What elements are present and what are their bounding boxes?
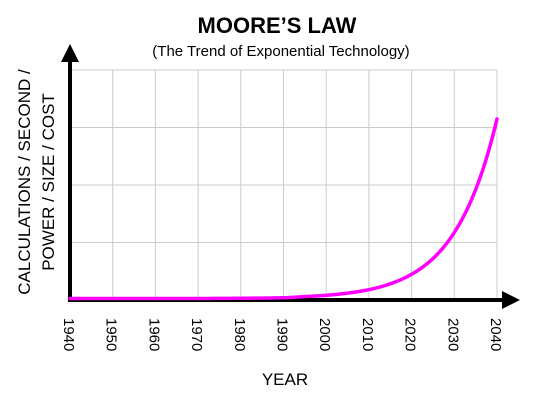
x-tick-label: 1970 (188, 318, 205, 351)
x-tick-label: 2010 (359, 318, 376, 351)
y-axis-label-line-2: POWER / SIZE / COST (39, 93, 58, 271)
series-layer (68, 117, 499, 301)
x-tick-label: 1940 (60, 318, 77, 351)
x-axis-label: YEAR (262, 370, 308, 389)
x-tick-label: 2040 (487, 318, 504, 351)
axes (61, 44, 520, 309)
x-tick-label: 1950 (103, 318, 120, 351)
x-tick-label: 1990 (274, 318, 291, 351)
chart-title: MOORE’S LAW (198, 13, 357, 38)
x-tick-label: 2020 (402, 318, 419, 351)
x-tick-label: 2000 (316, 318, 333, 351)
chart-subtitle: (The Trend of Exponential Technology) (152, 43, 409, 60)
y-axis-arrow (61, 44, 79, 62)
y-axis-label: CALCULATIONS / SECOND / POWER / SIZE / C… (15, 69, 58, 295)
x-tick-label: 2030 (444, 318, 461, 351)
grid (69, 69, 498, 300)
y-axis-label-line-1: CALCULATIONS / SECOND / (15, 69, 34, 295)
x-axis-arrow (502, 291, 520, 309)
x-tick-labels: 1940 1950 1960 1970 1980 1990 2000 2010 2020 2030… (60, 318, 504, 351)
x-tick-label: 1960 (145, 318, 162, 351)
x-tick-label: 1980 (231, 318, 248, 351)
